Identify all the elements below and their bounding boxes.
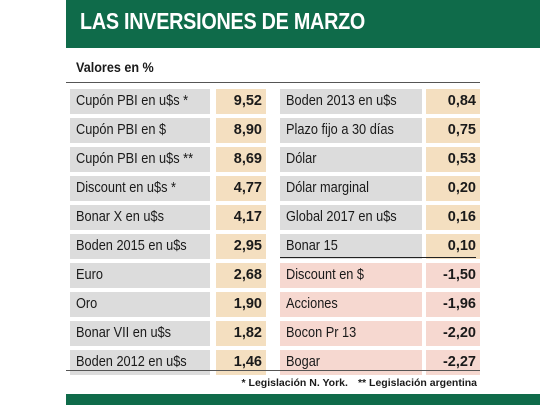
row-label-text: Plazo fijo a 30 días — [286, 122, 394, 138]
table-row: Discount en u$s * 4,77 — [70, 176, 266, 201]
row-label-text: Bogar — [286, 354, 321, 370]
row-label: Cupón PBI en $ — [70, 118, 210, 143]
row-value: 8,69 — [216, 147, 266, 172]
row-value: -1,50 — [426, 263, 480, 288]
row-label-text: Dólar — [286, 151, 317, 167]
table-row: Boden 2012 en u$s 1,46 — [70, 350, 266, 375]
row-value: 9,52 — [216, 89, 266, 114]
footnotes: * Legislación N. York. ** Legislación arg… — [232, 377, 477, 389]
row-value: 0,20 — [426, 176, 480, 201]
row-value: 2,95 — [216, 234, 266, 259]
row-label-text: Global 2017 en u$s — [286, 209, 397, 225]
footnote-arg: ** Legislación argentina — [357, 377, 477, 389]
row-value: -2,20 — [426, 321, 480, 346]
row-label-text: Oro — [76, 296, 98, 312]
row-value: 4,17 — [216, 205, 266, 230]
table-row: Acciones -1,96 — [280, 292, 480, 317]
subtitle: Valores en % — [76, 59, 154, 75]
header-bar: LAS INVERSIONES DE MARZO — [66, 0, 540, 48]
row-label-text: Cupón PBI en $ — [76, 122, 167, 138]
row-value: -2,27 — [426, 350, 480, 375]
top-rule — [66, 82, 480, 83]
row-value: 0,75 — [426, 118, 480, 143]
row-label-text: Bonar X en u$s — [76, 209, 164, 225]
table-row: Cupón PBI en u$s * 9,52 — [70, 89, 266, 114]
row-label: Bocon Pr 13 — [280, 321, 422, 346]
row-label: Bonar 15 — [280, 234, 422, 259]
row-label-text: Discount en $ — [286, 267, 365, 283]
row-label: Oro — [70, 292, 210, 317]
row-value: 1,46 — [216, 350, 266, 375]
negative-divider — [280, 257, 476, 258]
table-row: Bonar X en u$s 4,17 — [70, 205, 266, 230]
row-label: Discount en u$s * — [70, 176, 210, 201]
row-value: 8,90 — [216, 118, 266, 143]
row-label: Plazo fijo a 30 días — [280, 118, 422, 143]
row-label-text: Cupón PBI en u$s * — [76, 93, 189, 109]
row-value: 4,77 — [216, 176, 266, 201]
row-label: Dólar marginal — [280, 176, 422, 201]
table-row: Cupón PBI en $ 8,90 — [70, 118, 266, 143]
row-label-text: Dólar marginal — [286, 180, 369, 196]
row-label-text: Boden 2012 en u$s — [76, 354, 187, 370]
row-label-text: Boden 2015 en u$s — [76, 238, 187, 254]
row-value: 0,53 — [426, 147, 480, 172]
row-value: 0,10 — [426, 234, 480, 259]
table-row: Global 2017 en u$s 0,16 — [280, 205, 480, 230]
row-label: Boden 2015 en u$s — [70, 234, 210, 259]
row-label-text: Bonar VII en u$s — [76, 325, 172, 341]
row-label-text: Boden 2013 en u$s — [286, 93, 397, 109]
row-label: Cupón PBI en u$s ** — [70, 147, 210, 172]
table-row: Bonar 15 0,10 — [280, 234, 480, 259]
table-row: Bonar VII en u$s 1,82 — [70, 321, 266, 346]
row-label-text: Euro — [76, 267, 103, 283]
row-label-text: Acciones — [286, 296, 338, 312]
table-row: Discount en $ -1,50 — [280, 263, 480, 288]
row-label: Acciones — [280, 292, 422, 317]
row-label: Boden 2013 en u$s — [280, 89, 422, 114]
row-label: Euro — [70, 263, 210, 288]
row-label: Bonar X en u$s — [70, 205, 210, 230]
row-label: Boden 2012 en u$s — [70, 350, 210, 375]
row-label: Bogar — [280, 350, 422, 375]
row-label-text: Discount en u$s * — [76, 180, 177, 196]
table-row: Bogar -2,27 — [280, 350, 480, 375]
bottom-rule — [66, 370, 480, 371]
row-value: -1,96 — [426, 292, 480, 317]
table-row: Bocon Pr 13 -2,20 — [280, 321, 480, 346]
row-value: 0,16 — [426, 205, 480, 230]
table-row: Plazo fijo a 30 días 0,75 — [280, 118, 480, 143]
row-label: Discount en $ — [280, 263, 422, 288]
row-value: 2,68 — [216, 263, 266, 288]
bottom-bar — [66, 394, 540, 405]
table-row: Dólar marginal 0,20 — [280, 176, 480, 201]
table-row: Boden 2013 en u$s 0,84 — [280, 89, 480, 114]
row-value: 1,90 — [216, 292, 266, 317]
table-row: Oro 1,90 — [70, 292, 266, 317]
row-label-text: Bonar 15 — [286, 238, 338, 254]
row-label: Global 2017 en u$s — [280, 205, 422, 230]
row-value: 0,84 — [426, 89, 480, 114]
row-label-text: Cupón PBI en u$s ** — [76, 151, 194, 167]
row-label: Cupón PBI en u$s * — [70, 89, 210, 114]
table-row: Boden 2015 en u$s 2,95 — [70, 234, 266, 259]
page-title: LAS INVERSIONES DE MARZO — [80, 8, 366, 34]
table-row: Dólar 0,53 — [280, 147, 480, 172]
table-row: Euro 2,68 — [70, 263, 266, 288]
row-label-text: Bocon Pr 13 — [286, 325, 357, 341]
row-value: 1,82 — [216, 321, 266, 346]
footnote-ny: * Legislación N. York. — [241, 377, 348, 389]
table-row: Cupón PBI en u$s ** 8,69 — [70, 147, 266, 172]
row-label: Bonar VII en u$s — [70, 321, 210, 346]
row-label: Dólar — [280, 147, 422, 172]
